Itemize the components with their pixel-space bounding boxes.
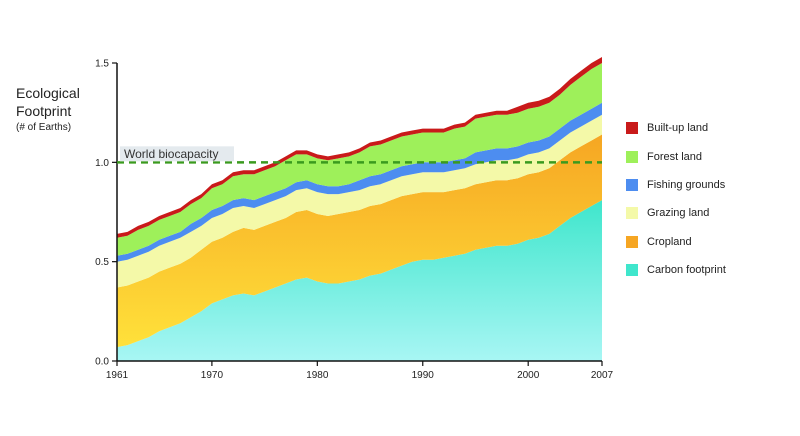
- legend-swatch: [626, 235, 638, 248]
- legend-swatch: [626, 122, 638, 135]
- legend-item-fishing-grounds: Fishing grounds: [626, 171, 726, 199]
- y-axis-title: Ecological Footprint: [16, 84, 80, 120]
- x-tick-label: 2000: [517, 370, 540, 381]
- y-tick-label: 1.5: [95, 59, 109, 70]
- x-tick-label: 1970: [201, 370, 224, 381]
- legend-item-carbon-footprint: Carbon footprint: [626, 256, 726, 284]
- area-carbon-footprint: [117, 200, 602, 361]
- axes: 0.0 0.5 1.0 1.5 1961 1970 1980 1990 2000 2007: [95, 59, 613, 382]
- y-tick-label: 0.0: [95, 357, 109, 368]
- y-axis-title-line1: Ecological: [16, 85, 80, 101]
- area-cropland: [117, 134, 602, 348]
- legend-label: Forest land: [647, 150, 703, 163]
- legend-item-grazing-land: Grazing land: [626, 199, 726, 227]
- legend-item-cropland: Cropland: [626, 228, 726, 256]
- x-tick-label: 1961: [106, 370, 129, 381]
- legend-label: Cropland: [647, 235, 692, 248]
- area-forest-land: [117, 63, 602, 256]
- legend-swatch: [626, 207, 638, 220]
- y-axis-unit: (# of Earths): [16, 122, 72, 133]
- legend-label: Fishing grounds: [647, 178, 726, 191]
- legend-item-built-up-land: Built-up land: [626, 114, 726, 142]
- y-tick-label: 1.0: [95, 158, 109, 169]
- x-tick-label: 1980: [306, 370, 329, 381]
- legend-item-forest-land: Forest land: [626, 142, 726, 170]
- area-fishing-grounds: [117, 102, 602, 262]
- area-grazing-land: [117, 114, 602, 288]
- legend-swatch: [626, 150, 638, 163]
- legend: Built-up land Forest land Fishing grounds G…: [626, 114, 726, 284]
- legend-swatch: [626, 178, 638, 191]
- legend-label: Grazing land: [647, 207, 710, 220]
- biocapacity-label: World biocapacity: [124, 147, 219, 161]
- legend-swatch: [626, 264, 638, 277]
- x-tick-label: 2007: [591, 370, 614, 381]
- y-axis-title-line2: Footprint: [16, 103, 72, 119]
- stacked-areas: [117, 57, 602, 361]
- biocapacity-group: World biocapacity: [117, 146, 602, 164]
- x-tick-label: 1990: [412, 370, 435, 381]
- biocapacity-label-bg: [120, 146, 234, 162]
- legend-label: Carbon footprint: [647, 264, 726, 277]
- legend-label: Built-up land: [647, 122, 709, 135]
- y-tick-label: 0.5: [95, 257, 109, 268]
